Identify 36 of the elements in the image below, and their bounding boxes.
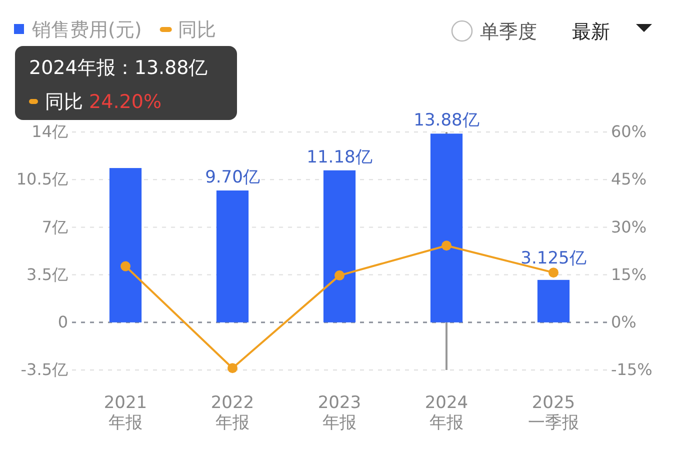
data-label: 13.88亿 [414, 110, 480, 131]
x-tick-label: 2025 一季报 [528, 393, 579, 433]
bar [216, 190, 249, 322]
x-tick-label: 2024 年报 [424, 393, 468, 433]
y-tick-label: 14亿 [32, 122, 68, 142]
bar [430, 134, 463, 322]
data-label: 3.125亿 [520, 248, 586, 269]
bar [109, 168, 142, 322]
y-tick-label: 7亿 [42, 217, 68, 236]
x-tick-label: 2023 年报 [318, 393, 362, 433]
point [442, 240, 452, 251]
data-label: 11.18亿 [306, 147, 372, 168]
bar [323, 170, 356, 322]
point [120, 261, 130, 272]
point [334, 270, 344, 280]
y2-tick-label: 45% [611, 170, 647, 189]
bar [537, 280, 570, 322]
data-label: 9.70亿 [205, 167, 260, 188]
y-tick-label: -3.5亿 [20, 360, 68, 380]
legend-label: 销售费用(元) [31, 19, 142, 41]
y2-tick-label: 30% [611, 217, 647, 236]
y-tick-label: 10.5亿 [16, 170, 68, 189]
point [228, 363, 238, 374]
tooltip: 2024年报：13.88亿 同比 24.20% [15, 46, 237, 120]
text: 单季度 [480, 21, 537, 43]
y2-tick-label: -15% [611, 360, 652, 380]
point [548, 268, 558, 278]
y-tick-label: 3.5亿 [26, 264, 68, 284]
y2-tick-label: 0% [611, 312, 636, 332]
x-tick-label: 2021 年报 [104, 393, 148, 433]
y2-tick-label: 15% [611, 264, 647, 284]
text: 最新 [572, 21, 610, 43]
y2-tick-label: 60% [611, 122, 647, 142]
x-tick-label: 2022 年报 [210, 393, 254, 433]
legend-label: 同比 [178, 19, 216, 41]
y-tick-label: 0 [58, 312, 68, 332]
